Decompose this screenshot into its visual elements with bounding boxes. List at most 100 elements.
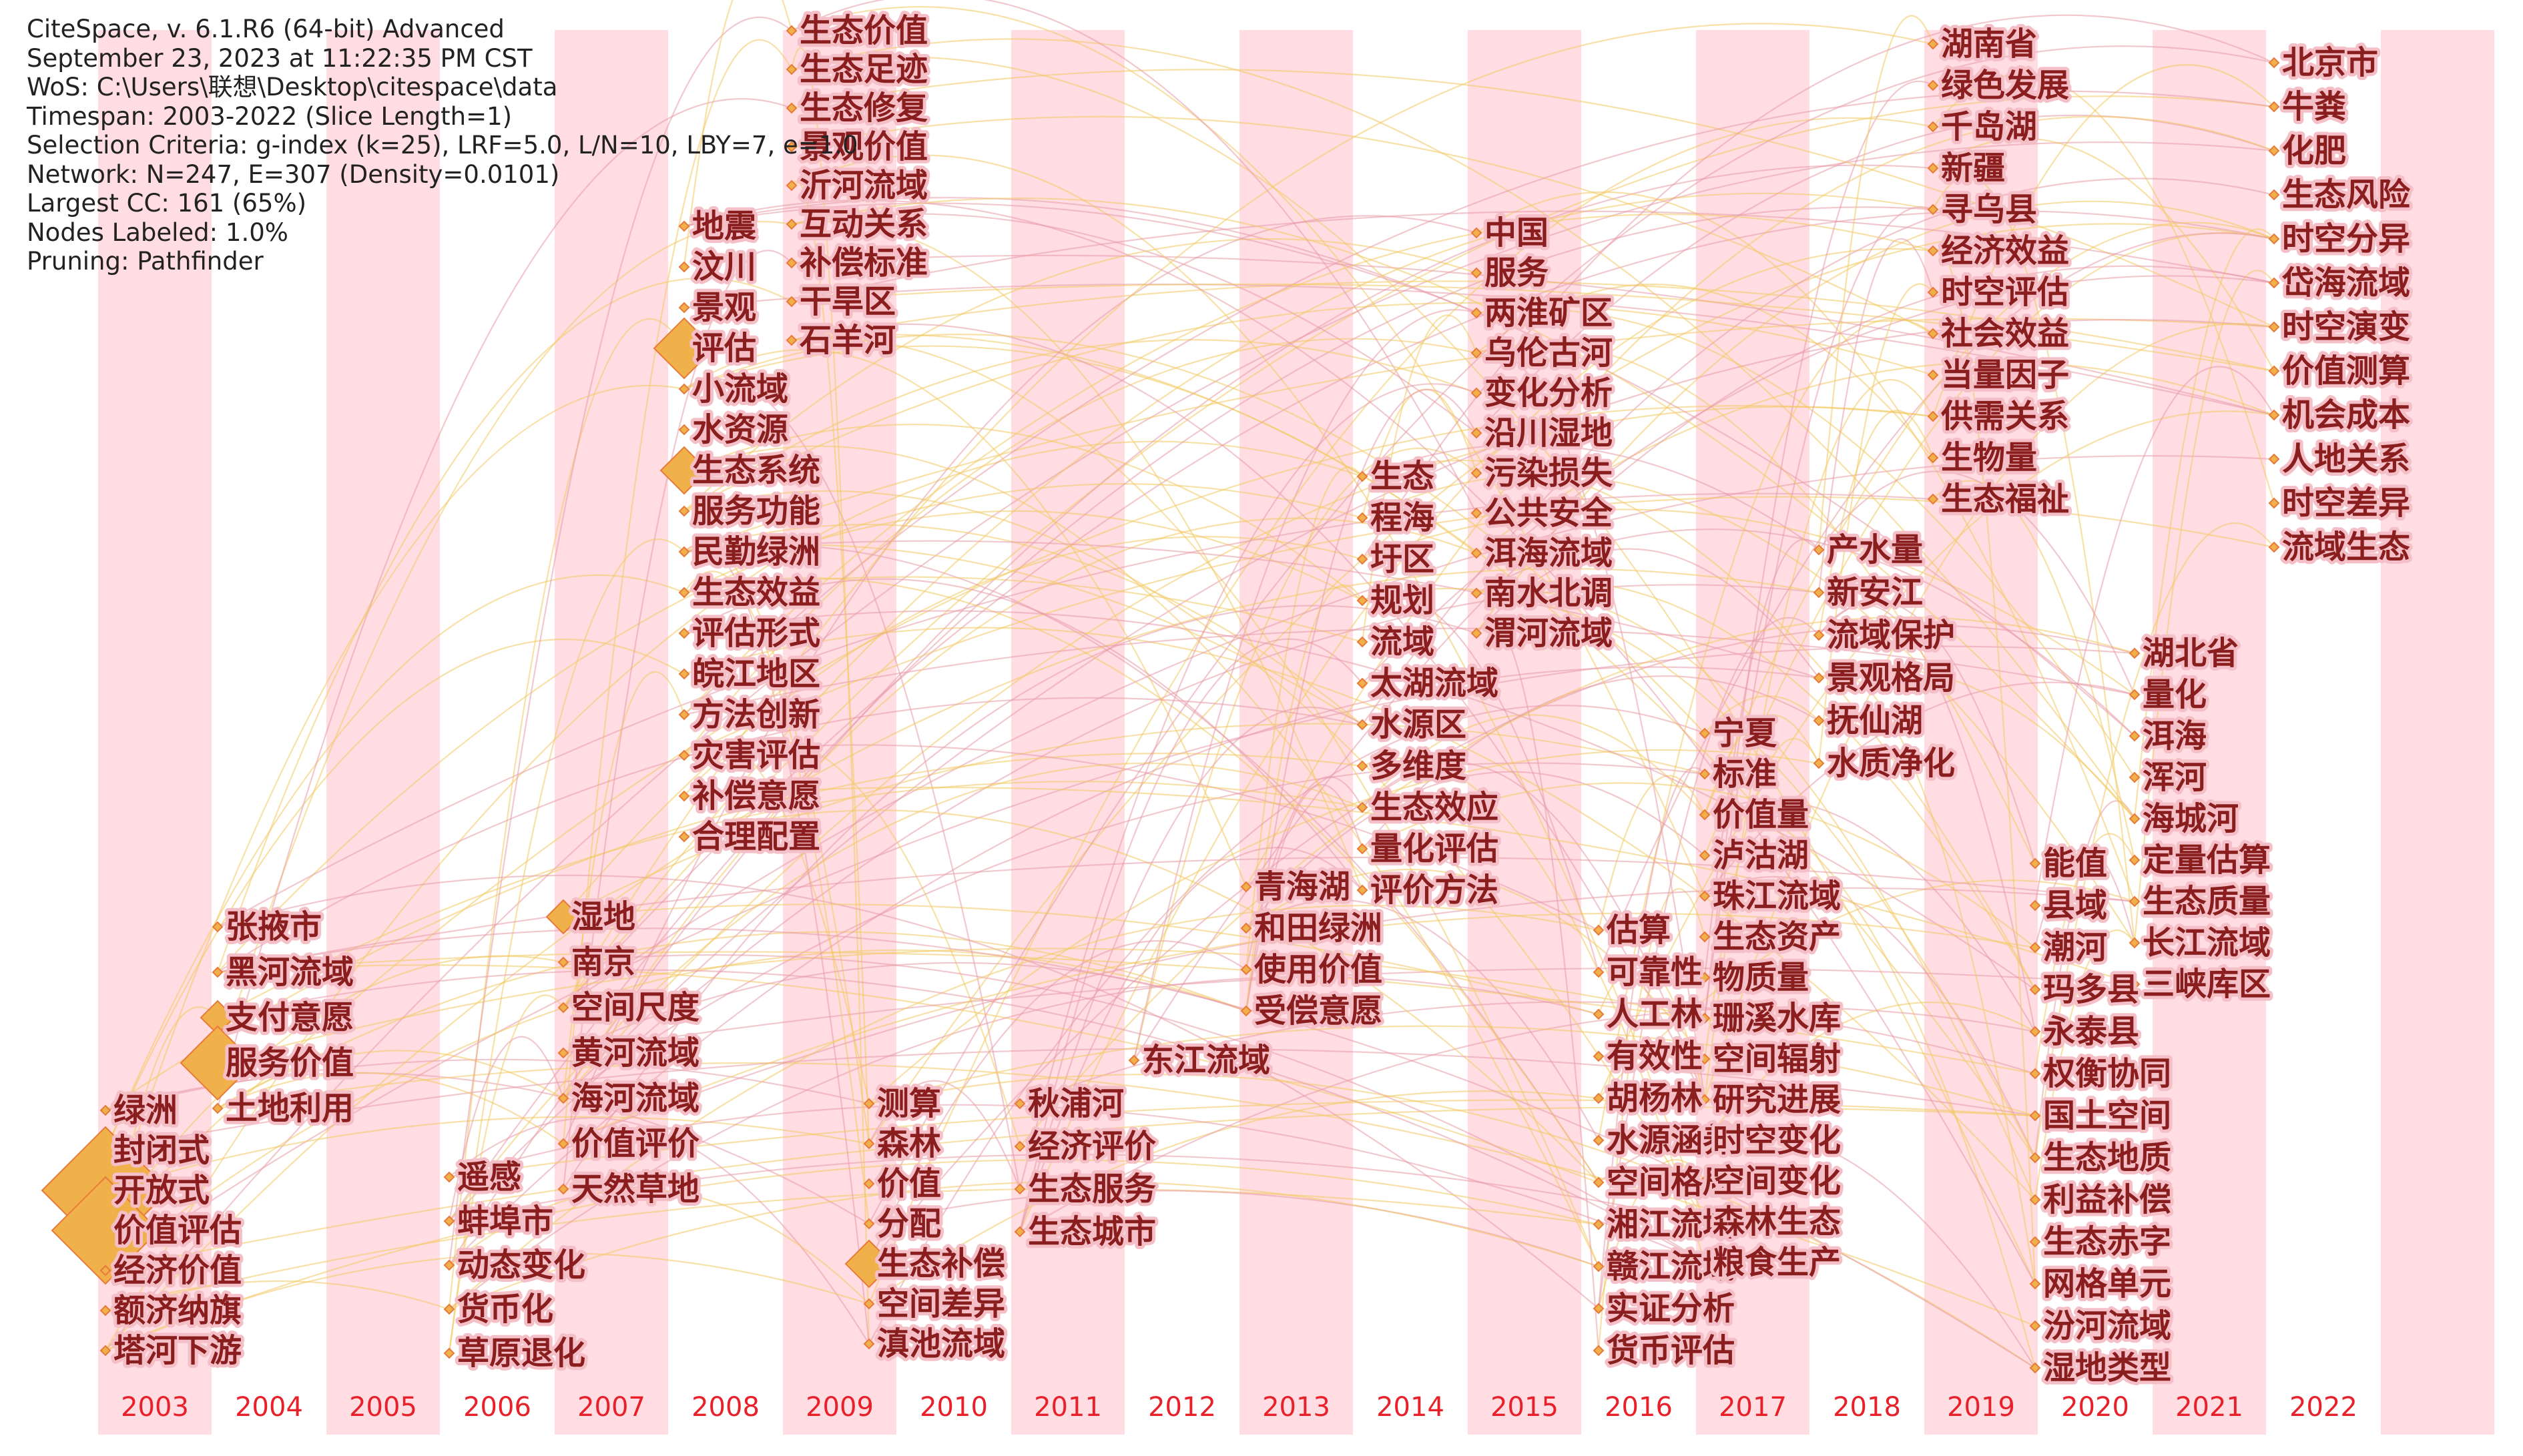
keyword-node[interactable] [678,505,690,517]
keyword-node[interactable] [863,1098,875,1110]
keyword-label[interactable]: 生态 [1367,454,1438,498]
keyword-label[interactable]: 空间格局 [1603,1160,1738,1204]
keyword-node[interactable] [1356,760,1368,772]
keyword-label[interactable]: 东江流域 [1139,1038,1274,1082]
keyword-label[interactable]: 额济纳旗 [110,1289,245,1333]
keyword-node[interactable] [212,921,224,933]
keyword-label[interactable]: 浑河 [2139,755,2210,799]
keyword-label[interactable]: 天然草地 [568,1167,703,1211]
keyword-label[interactable]: 物质量 [1709,956,1812,1000]
keyword-label[interactable]: 遥感 [454,1155,525,1199]
keyword-node[interactable] [2029,857,2041,869]
keyword-node[interactable] [1927,121,1939,133]
keyword-node[interactable] [678,546,690,558]
keyword-node[interactable] [443,1303,455,1315]
keyword-node[interactable] [1699,849,1711,861]
keyword-node[interactable] [1356,595,1368,607]
keyword-label[interactable]: 湿地类型 [2040,1346,2175,1390]
keyword-node[interactable] [2268,101,2280,113]
keyword-label[interactable]: 生态地质 [2040,1136,2175,1180]
keyword-node[interactable] [1593,1303,1605,1315]
keyword-node[interactable] [1927,328,1939,340]
keyword-node[interactable] [1593,1218,1605,1230]
keyword-node[interactable] [678,749,690,761]
keyword-label[interactable]: 县域 [2040,883,2111,928]
keyword-node[interactable] [678,668,690,680]
keyword-label[interactable]: 玛多县 [2040,968,2143,1012]
keyword-label[interactable]: 两淮矿区 [1481,291,1616,335]
keyword-node[interactable] [678,627,690,639]
keyword-node[interactable] [1593,1176,1605,1188]
keyword-node[interactable] [2029,1152,2041,1164]
keyword-node[interactable] [1699,727,1711,739]
keyword-node[interactable] [786,179,798,192]
keyword-node[interactable] [99,1345,111,1357]
keyword-node[interactable] [2268,321,2280,333]
keyword-node[interactable] [180,1025,256,1101]
keyword-label[interactable]: 灾害评估 [689,733,824,777]
keyword-node[interactable] [1593,1260,1605,1272]
keyword-node[interactable] [863,1338,875,1350]
keyword-label[interactable]: 千岛湖 [1938,105,2040,149]
keyword-label[interactable]: 生物量 [1938,436,2040,480]
keyword-node[interactable] [443,1347,455,1359]
keyword-node[interactable] [1927,162,1939,174]
keyword-label[interactable]: 货币化 [454,1287,557,1331]
keyword-node[interactable] [1356,884,1368,896]
keyword-node[interactable] [2029,984,2041,996]
keyword-node[interactable] [1593,966,1605,978]
keyword-label[interactable]: 动态变化 [454,1243,589,1287]
keyword-node[interactable] [1927,493,1939,505]
keyword-node[interactable] [2268,497,2280,509]
keyword-label[interactable]: 支付意愿 [222,996,357,1040]
keyword-node[interactable] [678,709,690,721]
keyword-node[interactable] [1240,922,1252,934]
keyword-node[interactable] [1699,1256,1711,1268]
keyword-label[interactable]: 生态风险 [2279,173,2414,217]
keyword-node[interactable] [1014,1226,1026,1238]
keyword-node[interactable] [1356,636,1368,648]
keyword-node[interactable] [99,1264,111,1277]
keyword-label[interactable]: 流域 [1367,620,1438,664]
keyword-label[interactable]: 补偿意愿 [689,774,824,818]
keyword-label[interactable]: 洱海流域 [1481,531,1616,575]
keyword-node[interactable] [1593,1050,1605,1062]
keyword-label[interactable]: 生态足迹 [796,47,931,91]
keyword-node[interactable] [678,302,690,314]
keyword-label[interactable]: 评估形式 [689,611,824,655]
keyword-node[interactable] [2129,771,2141,783]
keyword-node[interactable] [2029,1068,2041,1080]
keyword-node[interactable] [863,1298,875,1310]
keyword-node[interactable] [1593,1092,1605,1104]
keyword-node[interactable] [863,1218,875,1230]
keyword-label[interactable]: 社会效益 [1938,312,2072,356]
keyword-node[interactable] [1470,227,1482,239]
keyword-label[interactable]: 滇池流域 [874,1322,1009,1366]
keyword-label[interactable]: 价值 [874,1162,944,1206]
keyword-label[interactable]: 研究进展 [1709,1078,1844,1122]
keyword-label[interactable]: 有效性 [1603,1034,1706,1078]
keyword-node[interactable] [1470,547,1482,559]
keyword-label[interactable]: 地震 [689,204,760,248]
keyword-node[interactable] [1813,587,1825,599]
keyword-node[interactable] [2129,978,2141,990]
keyword-label[interactable]: 使用价值 [1251,948,1386,992]
keyword-node[interactable] [2029,1110,2041,1122]
keyword-node[interactable] [443,1259,455,1271]
keyword-label[interactable]: 估算 [1603,908,1674,952]
keyword-node[interactable] [2029,1278,2041,1290]
keyword-node[interactable] [1813,672,1825,684]
keyword-label[interactable]: 蚌埠市 [454,1199,557,1243]
keyword-node[interactable] [1014,1140,1026,1152]
keyword-node[interactable] [1927,410,1939,422]
keyword-node[interactable] [557,1138,569,1150]
keyword-node[interactable] [1356,677,1368,689]
keyword-node[interactable] [1356,512,1368,524]
keyword-label[interactable]: 时空演变 [2279,305,2414,349]
keyword-node[interactable] [1927,38,1939,50]
keyword-node[interactable] [557,1092,569,1104]
keyword-node[interactable] [99,1305,111,1317]
keyword-label[interactable]: 湖北省 [2139,631,2242,675]
keyword-node[interactable] [1927,369,1939,381]
keyword-label[interactable]: 森林生态 [1709,1200,1844,1244]
